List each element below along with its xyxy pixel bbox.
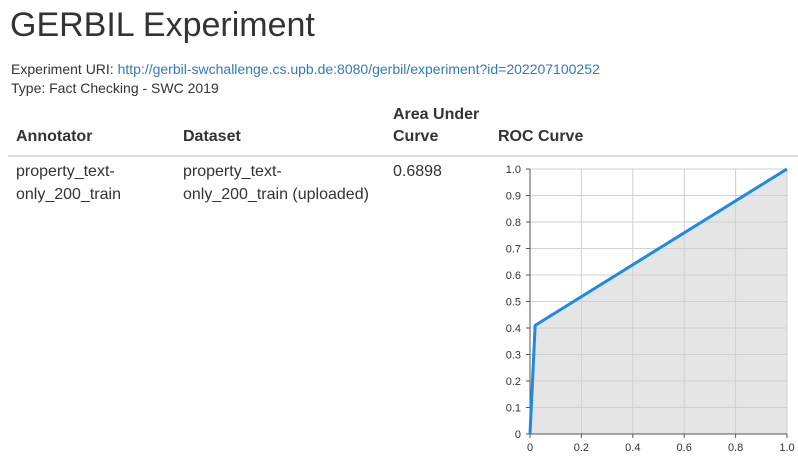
cell-annotator-line2: only_200_train [16, 186, 121, 203]
y-tick-label: 0.9 [506, 191, 521, 203]
page-title: GERBIL Experiment [10, 6, 315, 44]
y-tick-label: 0.3 [506, 350, 521, 362]
header-dataset: Dataset [183, 128, 241, 145]
x-tick-label: 0 [527, 442, 533, 454]
roc-curve-line [528, 167, 788, 435]
y-tick-label: 0.4 [506, 323, 521, 335]
x-tick-label: 1.0 [779, 442, 794, 454]
header-auc-line2: Curve [393, 128, 439, 145]
experiment-uri-link[interactable]: http://gerbil-swchallenge.cs.upb.de:8080… [117, 61, 600, 77]
y-tick-label: 0.8 [506, 217, 521, 229]
cell-auc-value: 0.6898 [393, 163, 442, 180]
y-tick-label: 0.5 [506, 297, 521, 309]
y-tick-label: 0.6 [506, 270, 521, 282]
y-tick-label: 0.1 [506, 403, 521, 415]
experiment-uri-label: Experiment URI: [11, 61, 114, 77]
header-auc-line1: Area Under [393, 106, 480, 123]
cell-dataset-line1: property_text- [183, 163, 282, 180]
header-annotator: Annotator [16, 128, 93, 145]
x-tick-label: 0.6 [677, 442, 692, 454]
x-tick-label: 0.2 [574, 442, 589, 454]
x-tick-label: 0.4 [625, 442, 640, 454]
header-divider [8, 155, 798, 157]
experiment-type: Type: Fact Checking - SWC 2019 [11, 80, 219, 96]
y-tick-label: 0.2 [506, 376, 521, 388]
cell-annotator-line1: property_text- [16, 163, 115, 180]
y-tick-label: 0.7 [506, 244, 521, 256]
y-tick-label: 0 [515, 429, 521, 441]
header-roc-curve: ROC Curve [498, 128, 584, 145]
roc-curve-chart: 0 0.1 0.2 0.3 0.4 0.5 0.6 0.7 0.8 0.9 1.0 0 0.2 0.4 0.… [506, 164, 795, 454]
experiment-uri-line: Experiment URI: http://gerbil-swchalleng… [11, 59, 600, 79]
y-tick-label: 1.0 [506, 164, 521, 176]
x-tick-label: 0.8 [728, 442, 743, 454]
cell-dataset-line2: only_200_train (uploaded) [183, 186, 369, 203]
